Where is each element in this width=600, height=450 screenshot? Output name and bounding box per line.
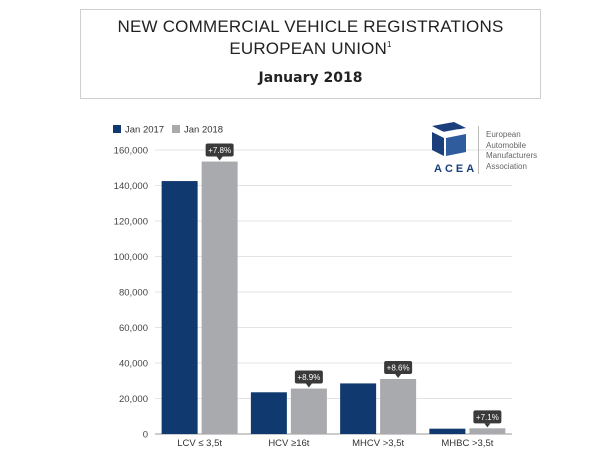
- bar: [161, 181, 198, 434]
- bar: [380, 378, 417, 434]
- y-tick-label: 40,000: [119, 359, 148, 370]
- legend-label: Jan 2018: [184, 125, 223, 136]
- legend-label: Jan 2017: [125, 125, 164, 136]
- y-tick-label: 160,000: [114, 146, 148, 157]
- y-tick-label: 80,000: [119, 288, 148, 299]
- acea-org-name: European Automobile Manufacturers Associ…: [486, 130, 566, 172]
- change-label: +7.8%: [208, 146, 231, 155]
- chart-title-line2: EUROPEAN UNION1: [81, 39, 540, 59]
- org-name-line: Manufacturers: [486, 151, 538, 160]
- y-tick-label: 120,000: [114, 217, 148, 228]
- change-callout-pointer: [395, 373, 402, 378]
- org-name-line: Association: [486, 161, 527, 171]
- x-tick-label: MHBC >3,5t: [441, 438, 493, 449]
- acea-logo: [424, 122, 544, 182]
- y-tick-label: 140,000: [114, 181, 148, 192]
- x-tick-label: MHCV >3,5t: [352, 438, 404, 449]
- legend-swatch: [113, 125, 121, 133]
- bar: [250, 392, 287, 434]
- bar: [290, 388, 327, 434]
- acea-acronym: ACEA: [434, 163, 478, 175]
- change-label: +8.9%: [297, 373, 320, 382]
- y-tick-label: 100,000: [114, 252, 148, 263]
- y-tick-label: 0: [143, 430, 148, 441]
- chart-title-region: EUROPEAN UNION: [229, 39, 388, 58]
- change-callout-box: [384, 360, 413, 374]
- change-label: +7.1%: [476, 413, 499, 422]
- y-tick-label: 20,000: [119, 394, 148, 405]
- change-callout-pointer: [484, 423, 491, 428]
- change-label: +8.6%: [387, 363, 410, 372]
- bar-chart: 0 20,000 40,000 60,000 80,000 100,000 120,000 1…: [113, 125, 512, 449]
- title-footnote-marker: 1: [387, 40, 392, 49]
- bar: [340, 383, 377, 434]
- logo-divider: [478, 126, 479, 174]
- change-callout-pointer: [305, 383, 312, 388]
- bar: [429, 428, 466, 434]
- org-name-line: Automobile: [486, 140, 527, 150]
- bar: [201, 161, 238, 434]
- chart-title-line1: NEW COMMERCIAL VEHICLE REGISTRATIONS: [117, 17, 504, 36]
- title-box: NEW COMMERCIAL VEHICLE REGISTRATIONS EUR…: [80, 9, 541, 99]
- org-name-line: European: [486, 130, 521, 139]
- change-callout-box: [294, 370, 323, 384]
- change-callout-pointer: [216, 156, 223, 161]
- acea-logo-icon: [432, 122, 466, 156]
- x-tick-label: LCV ≤ 3,5t: [177, 438, 222, 449]
- change-callout-box: [205, 143, 234, 157]
- x-tick-label: HCV ≥16t: [268, 438, 309, 449]
- y-tick-label: 60,000: [119, 323, 148, 334]
- legend-swatch: [172, 125, 180, 133]
- bar: [469, 428, 506, 434]
- chart-period: January 2018: [258, 70, 363, 86]
- change-callout-box: [473, 410, 502, 424]
